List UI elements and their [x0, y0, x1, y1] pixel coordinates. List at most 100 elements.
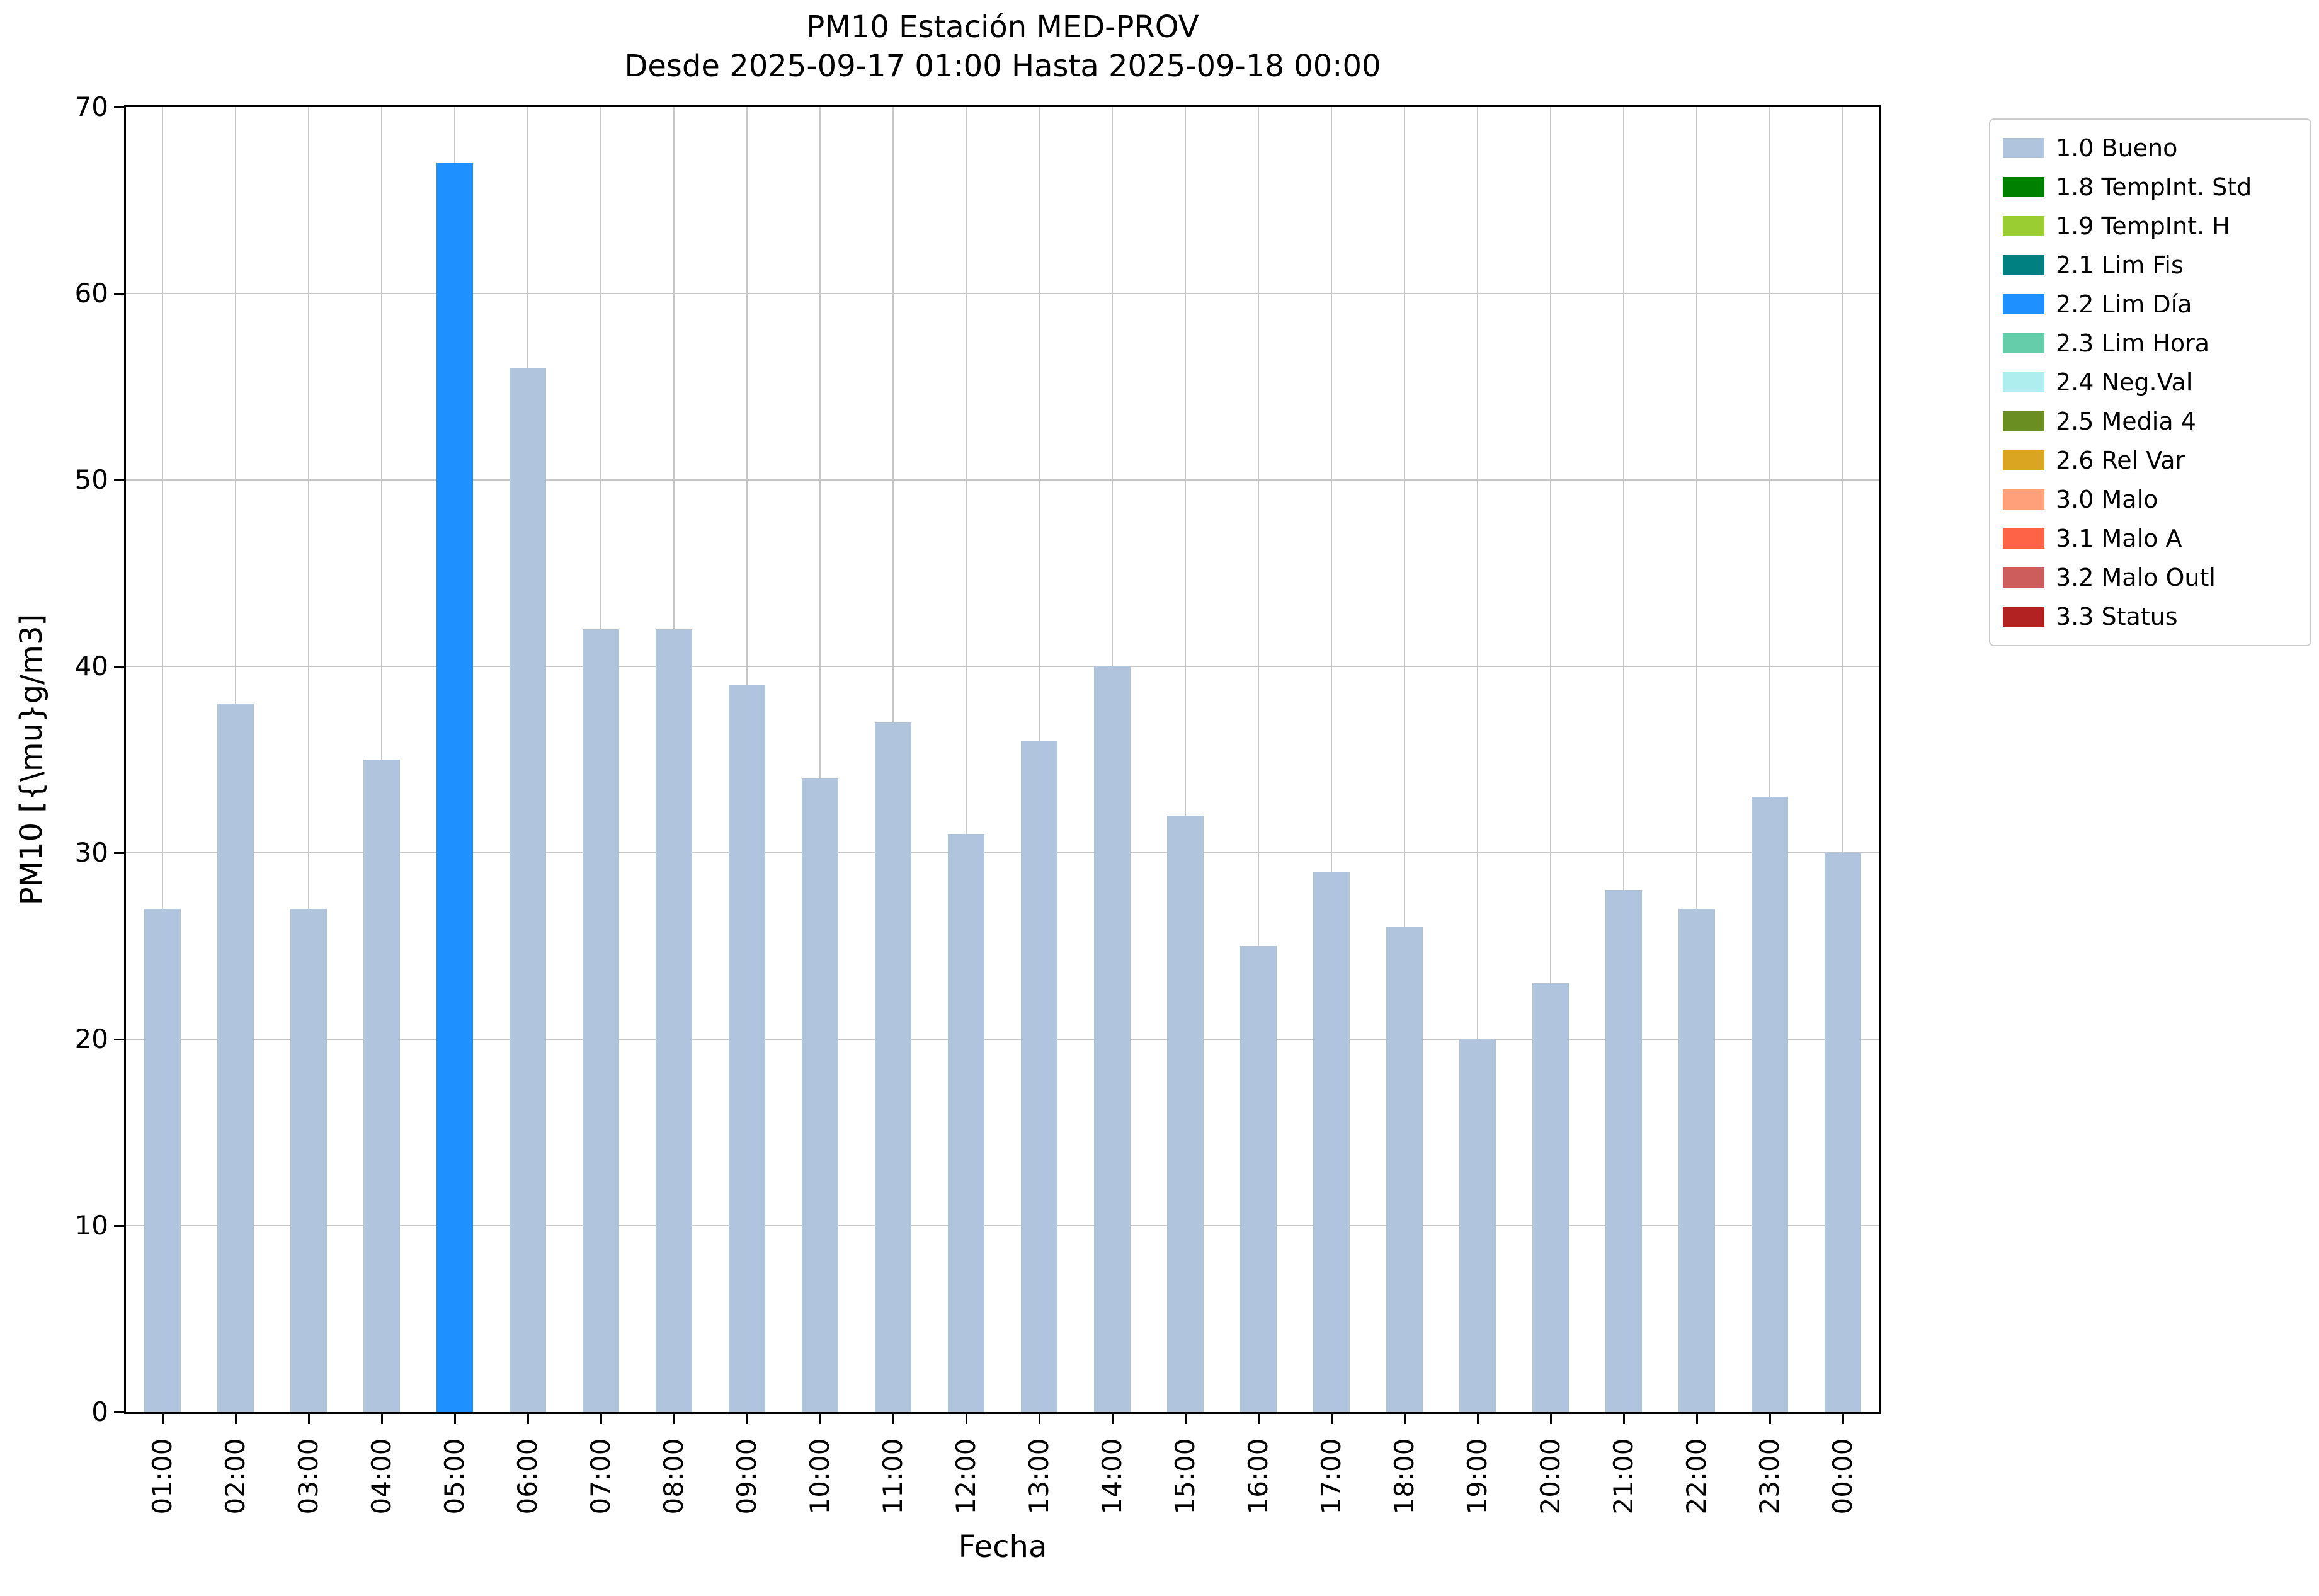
legend-label: 2.6 Rel Var: [2056, 447, 2185, 474]
x-tick-label: 02:00: [220, 1438, 251, 1515]
chart-bar: [1605, 890, 1642, 1412]
x-tick-mark: [892, 1414, 894, 1424]
chart-bar: [656, 629, 692, 1412]
y-tick-mark: [114, 106, 124, 108]
x-tick-mark: [1330, 1414, 1333, 1424]
chart-bar: [729, 685, 765, 1412]
x-tick-mark: [600, 1414, 602, 1424]
chart-title: PM10 Estación MED-PROV: [806, 9, 1199, 45]
legend-label: 3.3 Status: [2056, 603, 2178, 630]
legend-item: 2.3 Lim Hora: [2003, 324, 2298, 363]
x-tick-label: 08:00: [658, 1438, 689, 1515]
legend-item: 1.8 TempInt. Std: [2003, 168, 2298, 207]
plot-area: [124, 105, 1881, 1414]
legend-swatch: [2003, 372, 2044, 392]
legend-swatch: [2003, 294, 2044, 314]
chart-bar: [290, 908, 327, 1412]
x-gridline: [1623, 107, 1624, 1412]
chart-subtitle: Desde 2025-09-17 01:00 Hasta 2025-09-18 …: [624, 48, 1381, 84]
legend-item: 3.0 Malo: [2003, 480, 2298, 519]
y-gridline: [126, 479, 1879, 481]
y-gridline: [126, 293, 1879, 294]
legend-swatch: [2003, 255, 2044, 275]
legend-swatch: [2003, 528, 2044, 549]
legend-swatch: [2003, 607, 2044, 627]
x-tick-label: 13:00: [1023, 1438, 1054, 1515]
legend-item: 2.5 Media 4: [2003, 402, 2298, 441]
legend-swatch: [2003, 138, 2044, 158]
y-tick-mark: [114, 479, 124, 481]
x-tick-mark: [527, 1414, 529, 1424]
x-tick-label: 03:00: [293, 1438, 324, 1515]
x-tick-mark: [453, 1414, 456, 1424]
legend-label: 3.1 Malo A: [2056, 525, 2182, 552]
x-tick-mark: [1476, 1414, 1479, 1424]
x-gridline: [1550, 107, 1551, 1412]
legend-label: 3.0 Malo: [2056, 486, 2158, 513]
legend-label: 2.3 Lim Hora: [2056, 329, 2210, 357]
y-tick-label: 20: [74, 1023, 108, 1054]
y-tick-mark: [114, 852, 124, 854]
chart-bar: [1386, 927, 1423, 1412]
chart-bar: [1678, 908, 1715, 1412]
x-tick-label: 22:00: [1681, 1438, 1712, 1515]
legend-item: 1.0 Bueno: [2003, 128, 2298, 168]
x-tick-label: 12:00: [950, 1438, 981, 1515]
x-tick-label: 01:00: [147, 1438, 178, 1515]
legend-swatch: [2003, 411, 2044, 431]
x-tick-label: 06:00: [512, 1438, 543, 1515]
x-tick-label: 00:00: [1827, 1438, 1858, 1515]
chart-bar: [1532, 983, 1569, 1412]
chart-bar: [875, 722, 911, 1412]
chart-bar: [144, 908, 181, 1412]
y-tick-mark: [114, 1411, 124, 1413]
chart-bar: [363, 760, 400, 1412]
chart-bar: [217, 704, 254, 1412]
x-gridline: [1331, 107, 1332, 1412]
y-tick-mark: [114, 1038, 124, 1040]
x-tick-label: 19:00: [1462, 1438, 1493, 1515]
legend-item: 2.4 Neg.Val: [2003, 363, 2298, 402]
y-gridline: [126, 1039, 1879, 1040]
x-gridline: [162, 107, 163, 1412]
x-tick-mark: [1769, 1414, 1771, 1424]
y-tick-label: 50: [74, 464, 108, 495]
x-axis-label: Fecha: [958, 1529, 1047, 1565]
x-tick-label: 07:00: [585, 1438, 616, 1515]
x-tick-mark: [307, 1414, 310, 1424]
x-tick-mark: [380, 1414, 383, 1424]
chart-bar: [1167, 815, 1204, 1412]
legend-item: 2.2 Lim Día: [2003, 285, 2298, 324]
x-tick-label: 20:00: [1535, 1438, 1566, 1515]
x-tick-mark: [234, 1414, 237, 1424]
chart-bar: [583, 629, 619, 1412]
chart-bar: [1752, 797, 1788, 1412]
y-tick-label: 30: [74, 837, 108, 868]
chart-title-block: PM10 Estación MED-PROV Desde 2025-09-17 …: [126, 8, 1879, 86]
legend-label: 2.1 Lim Fis: [2056, 251, 2184, 279]
x-tick-label: 15:00: [1170, 1438, 1200, 1515]
x-tick-mark: [1403, 1414, 1406, 1424]
x-tick-mark: [161, 1414, 164, 1424]
legend-item: 2.6 Rel Var: [2003, 441, 2298, 480]
chart-bar: [1825, 853, 1861, 1412]
x-tick-label: 05:00: [439, 1438, 470, 1515]
x-gridline: [1185, 107, 1186, 1412]
chart-bar: [1240, 946, 1277, 1412]
x-tick-label: 10:00: [804, 1438, 835, 1515]
x-tick-mark: [1622, 1414, 1625, 1424]
x-gridline: [1696, 107, 1697, 1412]
legend-label: 2.4 Neg.Val: [2056, 368, 2193, 396]
legend-label: 1.8 TempInt. Std: [2056, 173, 2252, 201]
x-tick-mark: [1184, 1414, 1187, 1424]
legend-label: 2.2 Lim Día: [2056, 290, 2192, 318]
y-tick-mark: [114, 1224, 124, 1227]
x-tick-label: 23:00: [1754, 1438, 1785, 1515]
x-tick-mark: [1257, 1414, 1260, 1424]
chart-bar: [510, 368, 546, 1412]
y-gridline: [126, 1225, 1879, 1226]
x-tick-label: 18:00: [1389, 1438, 1420, 1515]
y-axis-label: PM10 [{\mu}g/m3]: [14, 613, 49, 906]
legend-label: 3.2 Malo Outl: [2056, 564, 2216, 591]
